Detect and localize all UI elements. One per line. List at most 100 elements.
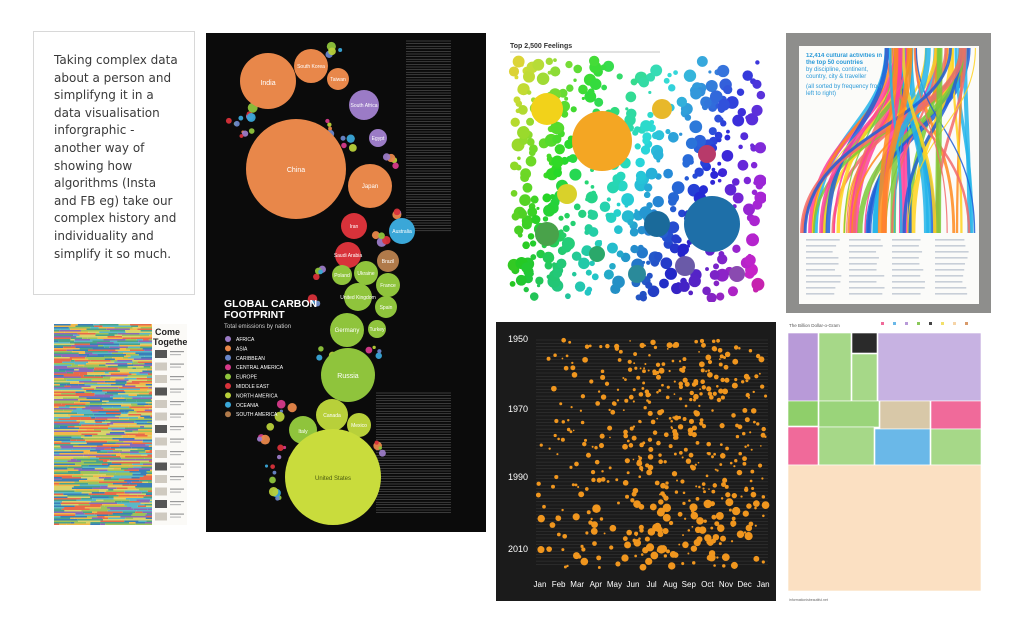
carbon-legend-label: NORTH AMERICA (236, 393, 278, 399)
carbon-legend-swatch (225, 336, 231, 342)
month-label: Jun (627, 580, 640, 589)
carbon-title-2: FOOTPRINT (224, 309, 285, 321)
bubble-brazil (377, 250, 399, 272)
carbon-legend-swatch (225, 411, 231, 418)
billion-footer: informationisbeautiful.net (789, 598, 828, 602)
bubble-south-korea (294, 49, 328, 83)
bubble-australia (389, 218, 415, 244)
label-italy: Italy (298, 429, 308, 435)
carbon-legend-swatch (225, 364, 231, 371)
bubble-canada (316, 399, 348, 431)
carbon-legend-swatch (225, 345, 231, 352)
carbon-legend-label: CENTRAL AMERICA (236, 365, 284, 371)
carbon-subtitle: Total emissions by nation (224, 324, 291, 330)
month-label: Apr (590, 580, 603, 589)
timeline-dots-graphic: 1950 1970 1990 2010 Jan Feb Mar Apr May Jun Ju… (496, 322, 776, 601)
timeline-dots-image[interactable]: 1950 1970 1990 2010 Jan Feb Mar Apr May Jun Ju… (496, 322, 776, 601)
label-united-states: United States (315, 476, 351, 482)
year-label-1990: 1990 (508, 472, 528, 482)
carbon-footprint-image[interactable]: India South Korea Taiwan China Japan Sou… (206, 33, 486, 532)
cultural-activities-image[interactable]: 12,414 cultural activities in the top 50… (786, 33, 991, 313)
feelings-image[interactable]: Top 2,500 Feelings (507, 34, 766, 302)
label-australia: Australia (392, 229, 412, 235)
bubble-mexico (347, 413, 371, 437)
carbon-legend-swatch (225, 392, 231, 399)
month-label: May (607, 580, 622, 589)
label-egypt: Egypt (372, 136, 385, 142)
cultural-sub: by discipline, continent, country, city … (806, 67, 869, 80)
feelings-title: Top 2,500 Feelings (510, 43, 572, 50)
bubble-taiwan (327, 68, 349, 90)
label-india: India (260, 80, 275, 87)
label-taiwan: Taiwan (330, 77, 346, 83)
label-canada: Canada (323, 413, 341, 419)
month-label: Nov (719, 580, 733, 589)
label-russia: Russia (337, 373, 359, 380)
year-label-2010: 2010 (508, 544, 528, 554)
label-germany: Germany (335, 328, 360, 334)
carbon-legend-label: MIDDLE EAST (236, 384, 269, 390)
bubble-turkey (368, 320, 386, 338)
carbon-legend: AFRICA ASIA CARIBBEAN CENTRAL AMERICA EUROPE… (225, 336, 284, 418)
label-brazil: Brazil (382, 259, 395, 265)
label-ukraine: Ukraine (357, 271, 374, 277)
carbon-legend-swatch (225, 383, 231, 389)
bubble-saudi-arabia (335, 242, 361, 268)
bubble-united-states (285, 429, 381, 525)
label-south-korea: South Korea (297, 64, 325, 70)
bubble-ukraine (354, 261, 378, 285)
label-france: France (380, 283, 396, 289)
bubble-russia (321, 348, 375, 402)
month-label: Mar (570, 580, 584, 589)
carbon-legend-label: CARIBBEAN (236, 356, 265, 362)
carbon-footprint-graphic: India South Korea Taiwan China Japan Sou… (206, 33, 486, 532)
year-label-1970: 1970 (508, 404, 528, 414)
cultural-activities-graphic: 12,414 cultural activities in the top 50… (786, 33, 991, 313)
bubble-united-kingdom (344, 283, 372, 311)
come-together-graphic: Come Together (54, 324, 187, 525)
carbon-legend-swatch (225, 354, 231, 361)
billion-dollar-o-gram-image[interactable]: The Billion Dollar-o-Gram informationisb… (786, 321, 983, 605)
month-label: Aug (663, 580, 677, 589)
month-label: Sep (682, 580, 697, 589)
bubble-france (376, 273, 400, 297)
label-spain: Spain (380, 305, 393, 311)
bubble-india (240, 53, 296, 109)
bubble-iran (341, 213, 367, 239)
bubble-egypt (369, 129, 387, 147)
label-iran: Iran (350, 224, 359, 230)
month-label: Jan (757, 580, 770, 589)
label-saudi-arabia: Saudi Arabia (334, 253, 363, 259)
description-text: Taking complex data about a person and s… (54, 53, 178, 261)
carbon-legend-label: SOUTH AMERICA (236, 412, 278, 418)
label-china: China (287, 167, 305, 174)
carbon-legend-label: ASIA (236, 346, 248, 352)
month-label: Feb (552, 580, 566, 589)
carbon-legend-swatch (225, 401, 231, 408)
come-together-image[interactable]: Come Together (54, 324, 187, 525)
carbon-legend-label: AFRICA (236, 337, 255, 343)
carbon-legend-label: EUROPE (236, 375, 258, 381)
month-label: Dec (737, 580, 751, 589)
billion-dollar-graphic: The Billion Dollar-o-Gram informationisb… (786, 321, 983, 605)
feelings-graphic: Top 2,500 Feelings (507, 34, 766, 302)
bubble-south-africa (349, 90, 379, 120)
bubble-poland (332, 265, 352, 285)
label-mexico: Mexico (351, 423, 367, 429)
month-label: Jul (646, 580, 656, 589)
label-united-kingdom: United Kingdom (340, 295, 376, 301)
come-together-title-2: Together (153, 337, 187, 347)
carbon-title-1: GLOBAL CARBON (224, 298, 317, 310)
bubble-spain (375, 296, 397, 318)
month-label: Jan (534, 580, 547, 589)
cultural-note: (all sorted by frequency from left to ri… (806, 84, 883, 97)
label-south-africa: South Africa (351, 103, 378, 109)
label-turkey: Turkey (369, 327, 385, 333)
billion-title: The Billion Dollar-o-Gram (789, 323, 840, 328)
bubble-china (246, 119, 346, 219)
come-together-title-1: Come (155, 327, 180, 337)
carbon-legend-label: OCEANIA (236, 403, 259, 409)
year-label-1950: 1950 (508, 334, 528, 344)
description-card: Taking complex data about a person and s… (33, 31, 195, 295)
label-japan: Japan (362, 184, 378, 190)
